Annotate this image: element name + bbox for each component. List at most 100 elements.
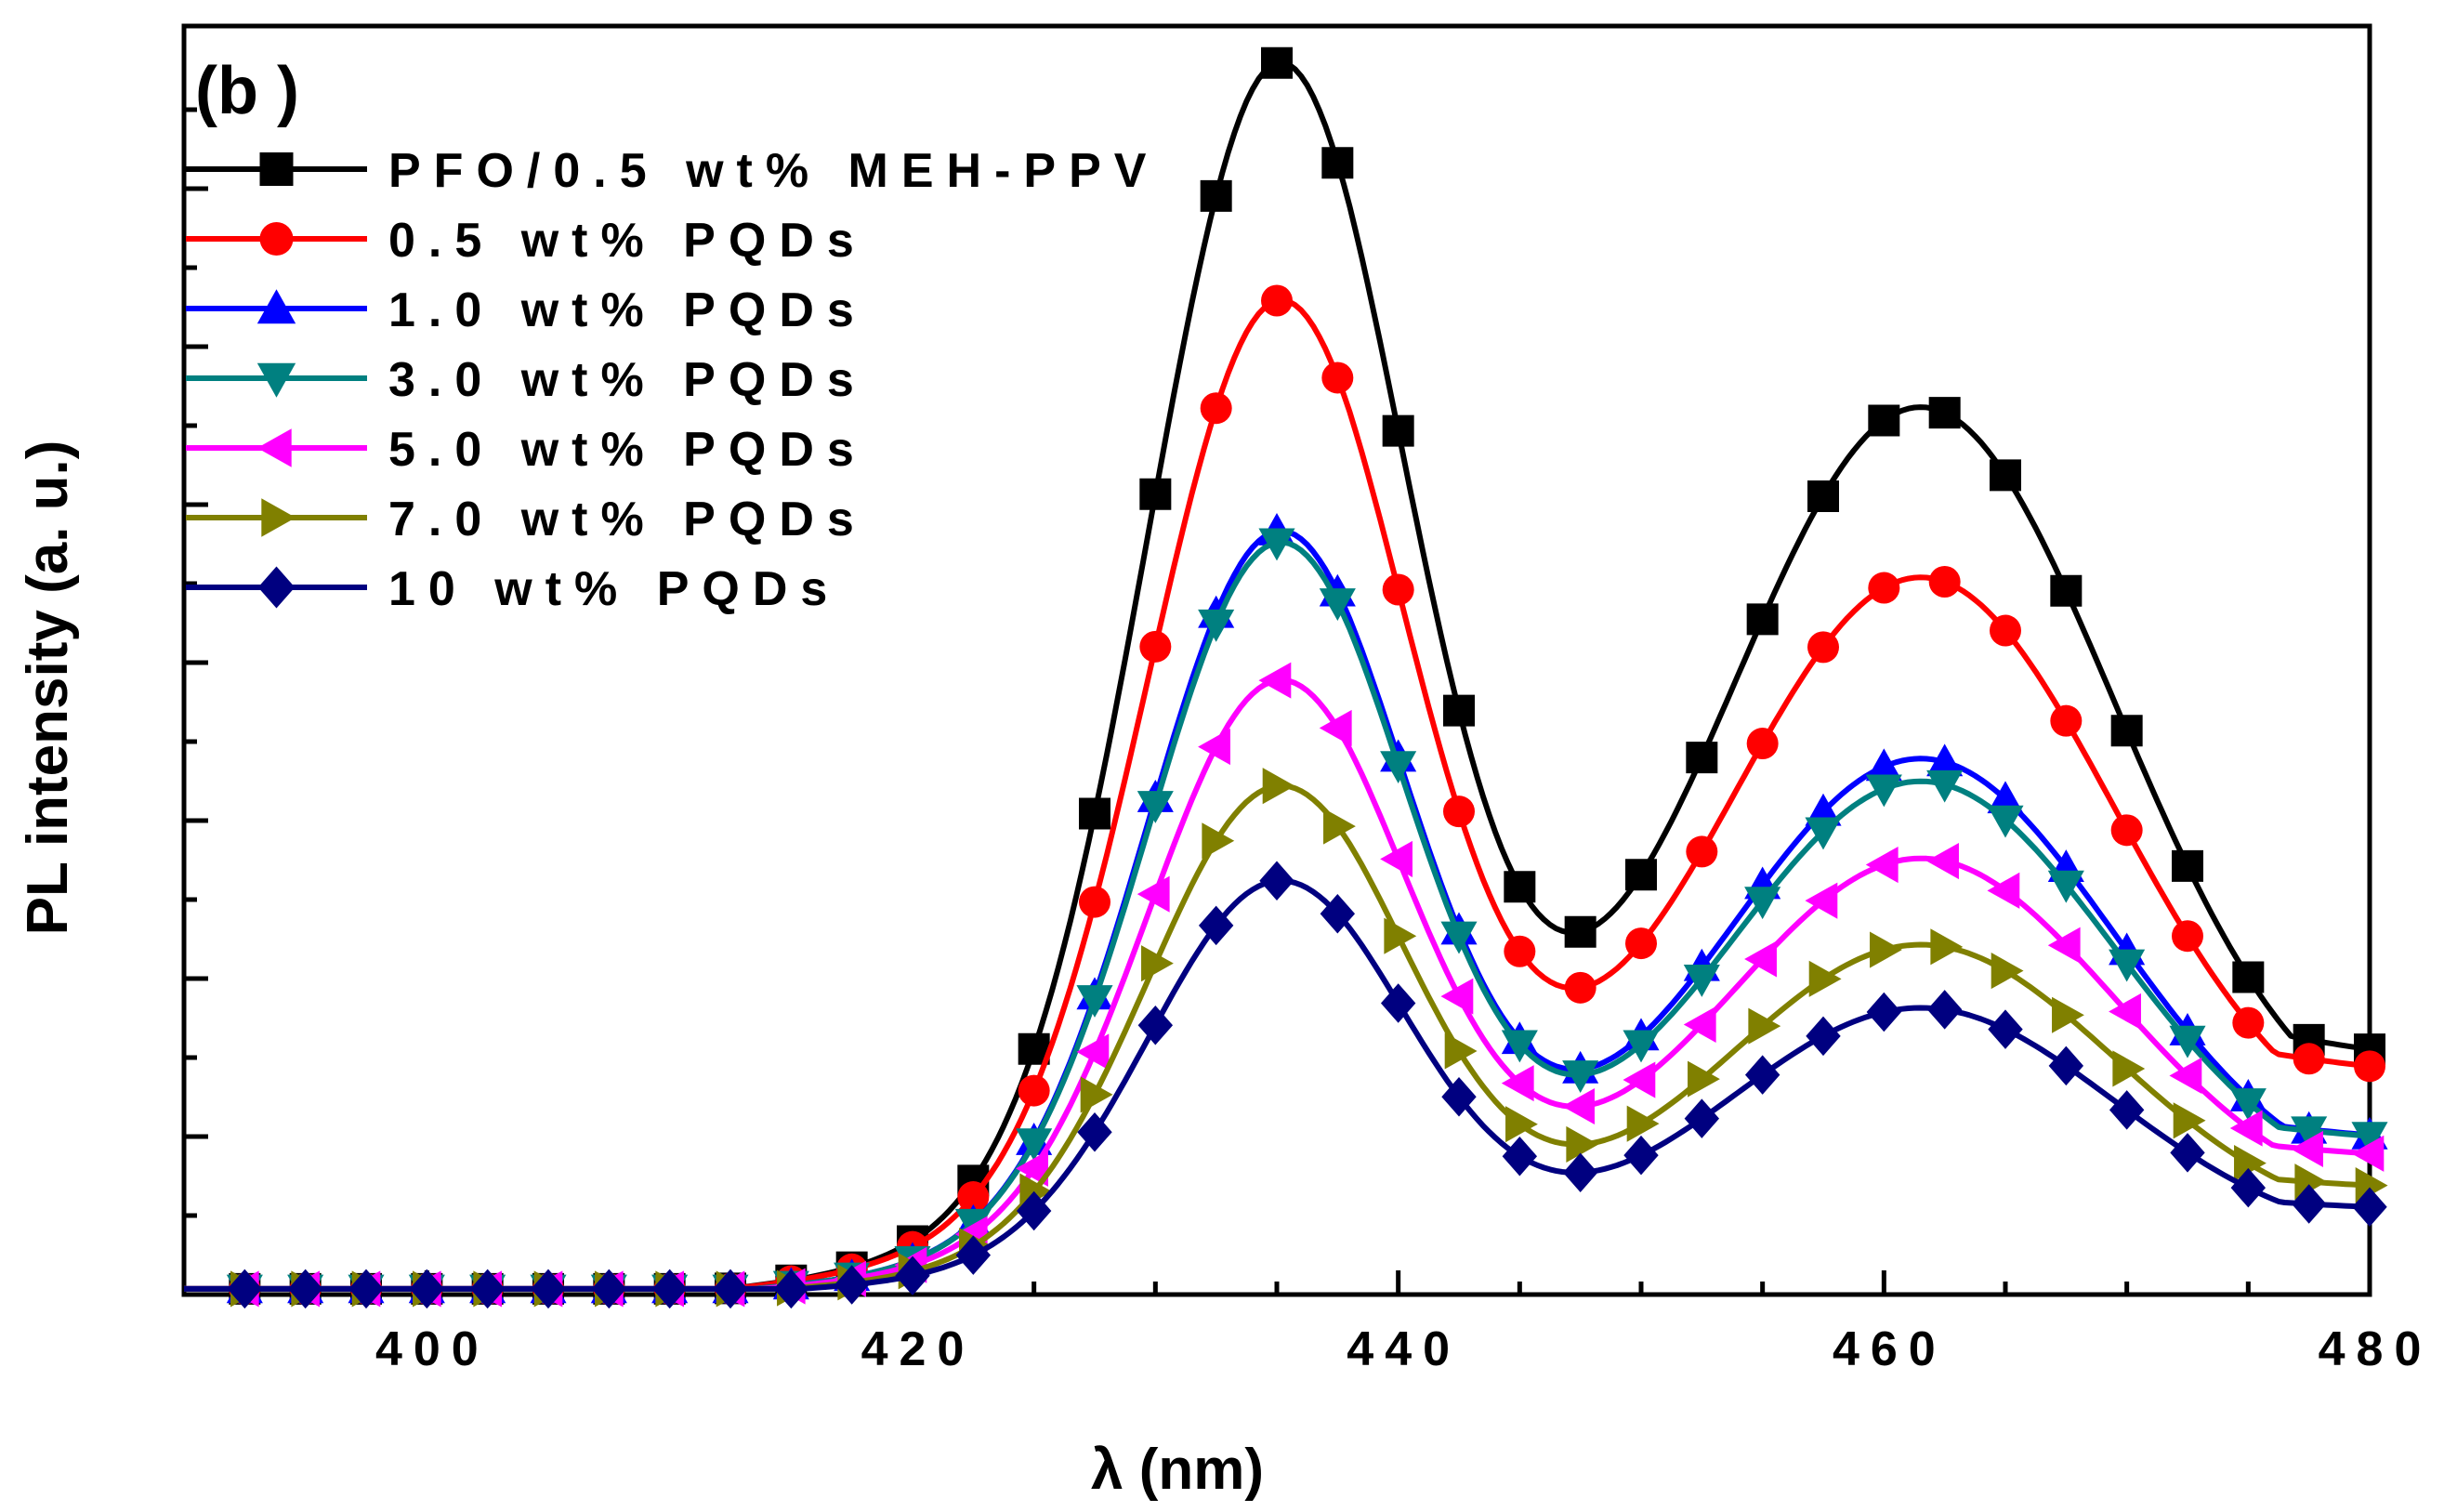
data-point [2229,1088,2267,1121]
data-point [1380,751,1417,784]
data-point [1688,1060,1720,1098]
legend-label: 3.0 wt% PQDs [388,353,867,407]
data-point [1079,797,1110,830]
legend-marker [256,362,296,398]
data-point [1744,1055,1780,1095]
data-point [2110,814,2143,847]
data-point [1321,362,1354,394]
x-tick-label: 480 [2319,1322,2433,1376]
legend-marker [256,289,296,324]
data-point [2050,704,2083,737]
data-point [2291,1116,2328,1150]
data-point [1137,875,1170,913]
series-4 [184,528,2388,1308]
data-point [1198,905,1234,946]
legend-label: 0.5 wt% PQDs [388,214,867,268]
data-point [1926,743,1964,777]
data-point [2047,927,2081,964]
legend-item: 5.0 wt% PQDs [186,423,854,477]
data-point [287,1269,323,1309]
legend-label: PFO/0.5 wt% MEH-PPV [388,144,1159,198]
series-line [184,677,2371,1292]
data-point [1868,404,1900,437]
data-point [1990,614,2021,647]
data-point [1443,694,1475,727]
data-point [2052,996,2084,1033]
data-point [2170,1133,2205,1173]
data-point [1384,917,1417,954]
data-point [2234,1145,2267,1182]
data-point [2351,1135,2385,1172]
data-point [1807,631,1839,664]
data-point [2109,1090,2145,1130]
data-point [1928,397,1961,429]
data-point [2173,1102,2206,1139]
data-point [1380,840,1413,877]
data-point [2109,949,2146,982]
data-point [1137,791,1174,823]
data-point [2050,574,2083,607]
data-point [1870,931,1902,968]
series-line [184,528,2371,1292]
data-point [1016,1128,1053,1162]
data-point [2047,870,2084,903]
data-point [1744,887,1781,920]
legend: PFO/0.5 wt% MEH-PPV 0.5 wt% PQDs 1.0 wt% P… [186,144,1159,616]
data-point [834,1265,870,1305]
data-point [1562,1060,1599,1094]
data-point [1441,1077,1477,1117]
data-point [1139,630,1172,663]
data-point [2109,993,2141,1031]
data-point [1990,459,2021,492]
data-point [1319,709,1352,746]
data-point [1623,1135,1659,1176]
data-point [1626,1105,1660,1142]
legend-item: 3.0 wt% PQDs [186,353,867,407]
legend-item: PFO/0.5 wt% MEH-PPV [186,144,1159,198]
data-point [2172,920,2203,953]
data-point [1928,566,1961,598]
data-point [1382,573,1414,606]
legend-marker [259,222,294,256]
x-axis: 400 420 440 460 480 [181,1270,2433,1376]
data-point [2169,1057,2202,1094]
data-point [1261,46,1293,79]
data-point [2048,1045,2084,1086]
data-point [1382,414,1414,447]
legend-item: 7.0 wt% PQDs [186,493,854,546]
data-point [2351,1122,2388,1155]
data-point [1805,817,1842,850]
data-point [1141,945,1174,982]
y-axis-title: PL intensity (a. u.) [16,440,80,936]
data-point [1566,1125,1599,1164]
data-point [1562,1087,1595,1125]
legend-label: 1.0 wt% PQDs [388,283,867,337]
data-point [1502,1136,1538,1177]
data-point [773,1269,809,1309]
data-point [1323,808,1356,845]
data-point [1744,940,1777,978]
data-point [1501,1065,1534,1102]
data-point [1930,928,1964,966]
data-point [1444,1032,1478,1070]
data-point [1623,1030,1660,1063]
data-point [1443,795,1475,828]
series-3 [184,513,2388,1304]
data-point [1501,1030,1538,1063]
data-point [1686,835,1718,868]
legend-item: 0.5 wt% PQDs [186,214,867,268]
data-point [957,1181,990,1214]
legend-item: 1.0 wt% PQDs [186,283,867,337]
data-point [1262,768,1295,805]
data-point [2230,1167,2267,1208]
data-point [1137,1006,1174,1045]
data-point [1018,1032,1050,1065]
data-point [1746,728,1779,760]
data-point [348,1269,384,1309]
data-point [1625,859,1657,891]
data-point [2112,1050,2146,1087]
legend-item: 10 wt% PQDs [186,562,827,616]
data-point [1987,781,2024,814]
data-point [1258,662,1292,699]
x-tick-label: 440 [1347,1322,1461,1376]
